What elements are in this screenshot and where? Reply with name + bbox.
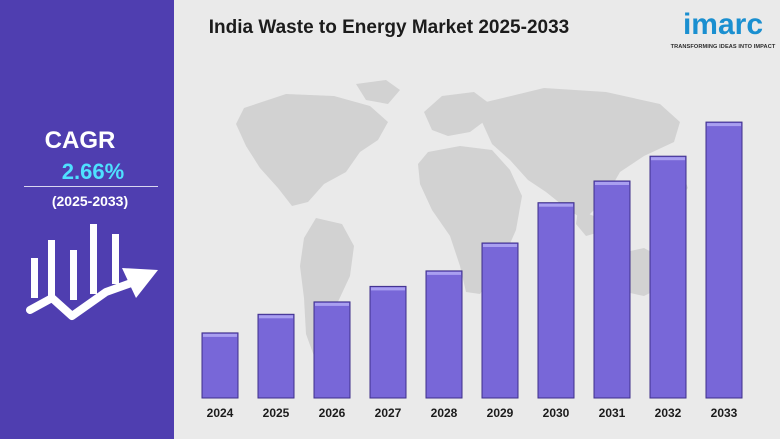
x-tick-2024: 2024 bbox=[207, 406, 234, 420]
bar-highlight-2031 bbox=[595, 182, 629, 185]
bars-group bbox=[201, 121, 743, 399]
x-tick-2032: 2032 bbox=[655, 406, 682, 420]
bar-chart: 2024 2025 2026 2027 2028 2029 2030 2031 2032 2033 bbox=[201, 121, 743, 420]
bar-highlight-2030 bbox=[539, 203, 573, 207]
x-tick-2033: 2033 bbox=[711, 406, 738, 420]
bar-highlight-2032 bbox=[651, 157, 685, 161]
bar-highlight-2027 bbox=[371, 287, 405, 291]
cagr-divider bbox=[24, 186, 158, 187]
bar-highlight-2029 bbox=[483, 244, 517, 247]
x-tick-2030: 2030 bbox=[543, 406, 570, 420]
x-tick-2027: 2027 bbox=[375, 406, 402, 420]
logo-wordmark: imarc bbox=[682, 8, 764, 41]
bar-2032 bbox=[649, 155, 687, 399]
bar-2029 bbox=[481, 242, 519, 399]
bar-highlight-2024 bbox=[203, 333, 237, 337]
bar-highlight-2026 bbox=[315, 302, 349, 306]
bar-2024 bbox=[201, 332, 239, 399]
sidebar-panel: CAGR 2.66% (2025-2033) bbox=[0, 0, 174, 439]
chart-area: India Waste to Energy Market 2025-2033 i… bbox=[174, 0, 780, 439]
x-tick-2029: 2029 bbox=[487, 406, 514, 420]
bar-2030 bbox=[537, 202, 575, 399]
bar-2026 bbox=[313, 301, 351, 399]
bar-highlight-2025 bbox=[259, 315, 293, 319]
chart-title: India Waste to Energy Market 2025-2033 bbox=[208, 17, 570, 38]
bar-highlight-2033 bbox=[707, 123, 741, 127]
cagr-period: (2025-2033) bbox=[51, 193, 129, 209]
x-axis-ticks: 2024 2025 2026 2027 2028 2029 2030 2031 2032 2033 bbox=[207, 406, 738, 420]
imarc-logo: imarc TRANSFORMING IDEAS INTO IMPACT bbox=[666, 6, 780, 56]
x-tick-2031: 2031 bbox=[599, 406, 626, 420]
bar-2033 bbox=[705, 121, 743, 399]
x-tick-2025: 2025 bbox=[263, 406, 290, 420]
growth-chart-icon bbox=[26, 224, 158, 320]
bar-2028 bbox=[425, 270, 463, 399]
cagr-value: 2.66% bbox=[61, 159, 125, 184]
bar-highlight-2028 bbox=[427, 271, 461, 275]
bar-2027 bbox=[369, 285, 407, 399]
bar-2031 bbox=[593, 180, 631, 399]
logo-tagline: TRANSFORMING IDEAS INTO IMPACT bbox=[670, 44, 776, 50]
cagr-label: CAGR bbox=[44, 127, 116, 154]
x-tick-2026: 2026 bbox=[319, 406, 346, 420]
bar-2025 bbox=[257, 313, 295, 399]
x-tick-2028: 2028 bbox=[431, 406, 458, 420]
